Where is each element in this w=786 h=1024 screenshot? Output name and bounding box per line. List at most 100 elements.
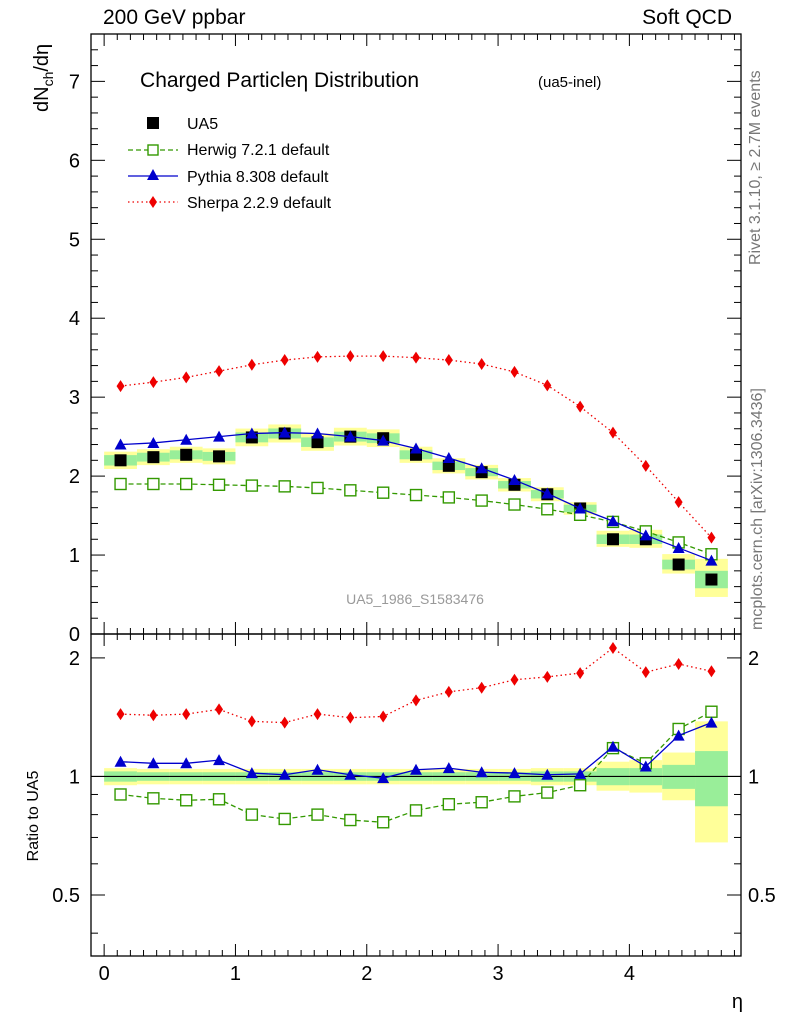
data-point-pythia	[442, 451, 455, 463]
ratio-point-pythia	[442, 762, 455, 774]
ratio-point-pythia	[508, 767, 521, 779]
legend: UA5 Herwig 7.2.1 default Pythia 8.308 de…	[128, 116, 332, 212]
y-tick-label: 0	[69, 624, 80, 646]
data-point-herwig	[180, 477, 193, 491]
data-point-sherpa	[379, 350, 388, 363]
y-axis-label: dNch/dη	[31, 44, 56, 112]
ratio-point-sherpa	[379, 710, 388, 723]
data-point-sherpa	[247, 358, 256, 371]
x-tick-label: 1	[230, 963, 241, 985]
data-point-herwig	[442, 491, 456, 504]
data-point-ua5	[213, 450, 226, 463]
ratio-point-herwig	[541, 786, 554, 799]
data-point-sherpa	[707, 531, 716, 544]
ratio-point-sherpa	[116, 708, 125, 721]
legend-marker-ua5	[147, 117, 159, 129]
ratio-point-pythia	[245, 767, 258, 779]
y-tick-label: 1	[69, 545, 80, 567]
data-point-pythia	[410, 442, 422, 454]
data-point-sherpa	[412, 351, 420, 364]
data-point-herwig	[311, 481, 324, 495]
data-point-herwig	[376, 486, 390, 499]
data-point-herwig	[475, 494, 488, 507]
data-point-herwig	[245, 479, 259, 492]
ratio-point-sherpa	[608, 641, 617, 654]
data-point-ua5	[311, 436, 324, 449]
ratio-point-sherpa	[149, 709, 158, 722]
ratio-axis-label: Ratio to UA5	[25, 771, 42, 862]
ratio-point-herwig	[212, 793, 226, 806]
data-point-herwig	[508, 498, 521, 511]
legend-entry-ua5: UA5	[147, 116, 218, 133]
ratio-point-sherpa	[247, 715, 256, 728]
ratio-point-pythia	[180, 757, 193, 769]
ratio-point-sherpa	[707, 665, 716, 678]
ratio-line-sherpa	[120, 647, 712, 724]
data-point-pythia	[213, 430, 226, 442]
data-point-herwig	[344, 484, 357, 497]
data-point-pythia	[147, 436, 160, 448]
legend-label-sherpa: Sherpa 2.2.9 default	[187, 195, 332, 212]
ratio-tick-label: 1	[69, 766, 80, 788]
data-point-pythia	[114, 438, 127, 450]
data-point-sherpa	[608, 426, 617, 439]
data-point-herwig	[409, 488, 423, 502]
data-point-pythia	[278, 426, 291, 438]
x-tick-label: 2	[361, 963, 372, 985]
y-tick-label: 6	[69, 150, 80, 172]
data-point-pythia	[311, 427, 324, 439]
data-point-ua5	[147, 451, 160, 464]
x-axis-label: η	[732, 991, 743, 1013]
legend-marker-herwig	[147, 144, 159, 156]
ratio-point-sherpa	[510, 673, 519, 686]
data-point-sherpa	[543, 379, 552, 392]
ratio-point-pythia	[574, 767, 587, 779]
legend-label-herwig: Herwig 7.2.1 default	[187, 142, 330, 159]
legend-entry-sherpa: Sherpa 2.2.9 default	[128, 195, 332, 212]
data-point-sherpa	[641, 459, 650, 472]
ratio-point-pythia	[541, 768, 554, 780]
data-point-sherpa	[477, 358, 486, 370]
data-point-pythia	[541, 487, 554, 499]
ratio-point-pythia	[344, 768, 357, 780]
ratio-point-herwig	[508, 790, 521, 803]
data-point-sherpa	[444, 354, 453, 367]
data-point-sherpa	[280, 354, 289, 367]
data-point-sherpa	[313, 350, 322, 363]
data-point-sherpa	[346, 350, 355, 363]
x-tick-label: 4	[624, 963, 635, 985]
ratio-tick-label: 0.5	[52, 885, 80, 907]
analysis-label: UA5_1986_S1583476	[346, 591, 484, 607]
ratio-point-pythia	[606, 740, 619, 752]
data-point-ua5	[114, 454, 127, 467]
ratio-point-pythia	[377, 772, 390, 784]
ratio-point-herwig	[147, 792, 160, 805]
data-point-ua5	[606, 533, 619, 546]
ratio-tick-label-right: 2	[748, 648, 759, 670]
ratio-point-herwig	[180, 794, 193, 807]
data-point-ua5	[180, 448, 193, 461]
data-point-pythia	[377, 434, 390, 446]
legend-label-pythia: Pythia 8.308 default	[187, 169, 329, 186]
x-tick-label: 0	[99, 963, 110, 985]
legend-marker-sherpa	[149, 196, 157, 208]
data-point-pythia	[574, 502, 587, 514]
data-point-sherpa	[674, 496, 683, 509]
ratio-point-herwig	[442, 798, 456, 811]
data-point-pythia	[180, 433, 193, 445]
ratio-point-herwig	[573, 779, 587, 792]
ratio-point-sherpa	[346, 711, 355, 724]
data-point-sherpa	[576, 400, 585, 413]
data-point-pythia	[245, 427, 258, 439]
data-point-ua5	[672, 558, 685, 571]
ratio-point-pythia	[147, 757, 160, 769]
ratio-point-pythia	[639, 760, 652, 772]
mcplots-label: mcplots.cern.ch [arXiv:1306.3436]	[749, 388, 766, 630]
ratio-point-pythia	[311, 763, 324, 775]
ratio-point-sherpa	[313, 708, 322, 721]
ratio-point-herwig	[376, 816, 390, 829]
legend-label-ua5: UA5	[187, 116, 218, 133]
ratio-point-pythia	[705, 716, 718, 728]
ratio-point-herwig	[705, 705, 718, 718]
ratio-point-herwig	[311, 808, 324, 821]
